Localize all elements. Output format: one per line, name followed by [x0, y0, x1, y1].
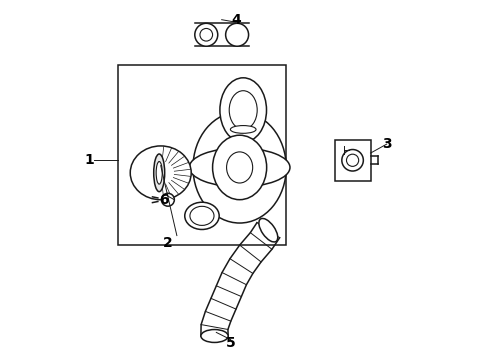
- Ellipse shape: [230, 126, 256, 133]
- Ellipse shape: [229, 91, 257, 130]
- Text: 3: 3: [382, 137, 392, 151]
- Ellipse shape: [225, 23, 248, 46]
- Ellipse shape: [189, 148, 290, 187]
- Ellipse shape: [259, 219, 278, 242]
- Bar: [118, 65, 286, 244]
- Circle shape: [342, 149, 364, 171]
- Ellipse shape: [220, 78, 267, 142]
- Text: 4: 4: [231, 13, 241, 27]
- Ellipse shape: [156, 162, 162, 184]
- Ellipse shape: [226, 152, 253, 183]
- Text: 2: 2: [163, 236, 173, 250]
- Circle shape: [161, 193, 174, 206]
- Ellipse shape: [213, 135, 267, 200]
- Ellipse shape: [154, 154, 165, 192]
- Text: 1: 1: [84, 153, 94, 167]
- Ellipse shape: [190, 206, 214, 225]
- Ellipse shape: [200, 28, 213, 41]
- Ellipse shape: [193, 112, 286, 223]
- Ellipse shape: [195, 23, 218, 46]
- Ellipse shape: [201, 329, 228, 342]
- Circle shape: [346, 154, 359, 166]
- Ellipse shape: [185, 202, 219, 229]
- Text: 6: 6: [160, 193, 169, 207]
- Bar: [335, 140, 370, 181]
- Ellipse shape: [130, 146, 191, 200]
- Text: 5: 5: [226, 336, 236, 350]
